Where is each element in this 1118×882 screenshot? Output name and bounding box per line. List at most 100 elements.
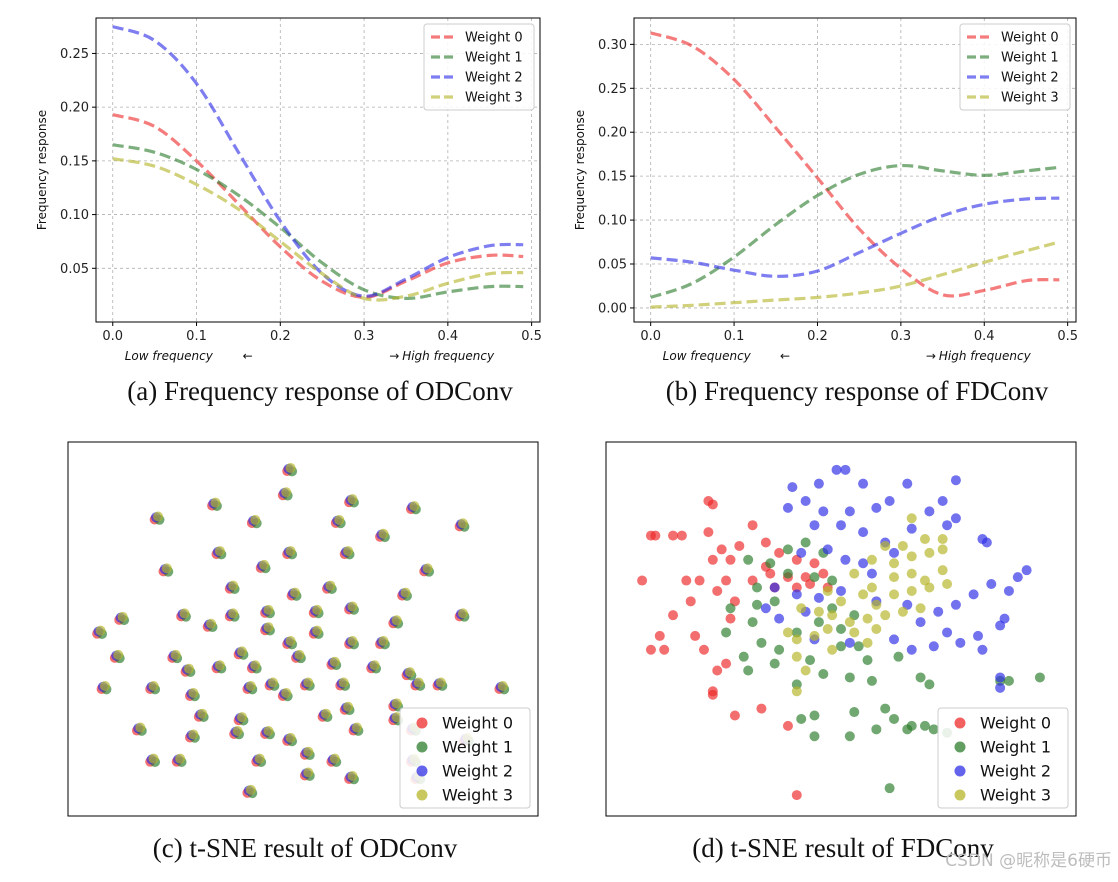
point-weight-1 bbox=[906, 720, 917, 731]
point-weight-3 bbox=[836, 596, 846, 607]
point-weight-3 bbox=[338, 677, 349, 688]
watermark: CSDN @昵称是6硬币 bbox=[945, 851, 1112, 871]
point-cluster bbox=[242, 784, 258, 799]
point-weight-0 bbox=[734, 540, 745, 551]
point-weight-3 bbox=[458, 608, 469, 619]
point-weight-2 bbox=[844, 506, 855, 517]
point-cluster bbox=[494, 681, 510, 695]
point-weight-3 bbox=[347, 601, 358, 612]
point-weight-3 bbox=[210, 497, 221, 508]
point-weight-2 bbox=[1003, 585, 1014, 596]
point-weight-0 bbox=[791, 790, 802, 801]
point-cluster bbox=[410, 677, 426, 691]
point-cluster bbox=[180, 663, 196, 678]
point-weight-2 bbox=[840, 464, 851, 475]
point-weight-2 bbox=[818, 506, 829, 517]
low-frequency-text: Low frequency bbox=[663, 349, 752, 363]
point-weight-1 bbox=[743, 665, 754, 676]
y-tick-label: 0.10 bbox=[598, 214, 627, 229]
point-weight-1 bbox=[827, 603, 838, 614]
point-cluster bbox=[344, 494, 359, 508]
y-tick-label: 0.10 bbox=[60, 208, 89, 223]
point-weight-1 bbox=[844, 731, 855, 742]
point-weight-0 bbox=[725, 554, 736, 565]
point-weight-3 bbox=[942, 579, 953, 590]
point-weight-3 bbox=[791, 686, 802, 697]
point-cluster bbox=[401, 667, 417, 681]
point-weight-0 bbox=[690, 630, 701, 641]
panel-caption: (a) Frequency response of ODConv bbox=[127, 376, 513, 406]
point-weight-3 bbox=[228, 580, 239, 591]
legend-label-weight-2: Weight 2 bbox=[980, 762, 1051, 781]
point-weight-3 bbox=[866, 582, 877, 593]
point-weight-3 bbox=[285, 546, 296, 557]
point-weight-1 bbox=[805, 655, 816, 666]
high-frequency-note: → High frequency bbox=[389, 349, 495, 363]
x-tick-label: 0.3 bbox=[891, 329, 912, 344]
left-arrow-icon: ← bbox=[243, 349, 253, 363]
point-weight-1 bbox=[836, 624, 846, 634]
point-weight-3 bbox=[170, 649, 181, 660]
point-weight-0 bbox=[725, 613, 736, 624]
point-weight-1 bbox=[866, 675, 877, 686]
panel-caption: (d) t-SNE result of FDConv bbox=[692, 833, 994, 863]
point-weight-3 bbox=[259, 559, 270, 570]
point-weight-1 bbox=[813, 617, 824, 628]
point-weight-3 bbox=[889, 558, 900, 569]
point-weight-2 bbox=[760, 603, 771, 614]
right-arrow-icon: → bbox=[926, 349, 936, 363]
point-weight-1 bbox=[782, 568, 793, 579]
point-weight-0 bbox=[694, 575, 705, 586]
point-weight-0 bbox=[668, 610, 679, 621]
point-cluster bbox=[260, 622, 275, 636]
point-weight-0 bbox=[818, 568, 829, 579]
point-weight-1 bbox=[796, 713, 807, 724]
high-frequency-note: → High frequency bbox=[926, 349, 1032, 363]
point-weight-1 bbox=[756, 637, 767, 648]
point-cluster bbox=[171, 753, 187, 767]
point-weight-0 bbox=[637, 575, 648, 586]
point-cluster bbox=[246, 514, 262, 529]
point-weight-0 bbox=[729, 710, 740, 721]
point-weight-3 bbox=[281, 687, 292, 698]
legend-box bbox=[399, 707, 531, 809]
point-weight-3 bbox=[175, 753, 186, 764]
point-cluster bbox=[185, 687, 200, 702]
point-weight-2 bbox=[995, 682, 1006, 693]
point-cluster bbox=[344, 636, 359, 650]
point-weight-3 bbox=[413, 677, 424, 688]
point-weight-1 bbox=[738, 651, 749, 662]
point-cluster bbox=[348, 722, 364, 736]
point-weight-3 bbox=[844, 617, 855, 628]
point-cluster bbox=[308, 604, 324, 619]
point-cluster bbox=[317, 708, 333, 722]
point-weight-3 bbox=[95, 625, 106, 636]
point-cluster bbox=[282, 636, 298, 650]
point-cluster bbox=[326, 656, 342, 671]
low-frequency-note: Low frequency ← bbox=[125, 349, 253, 363]
point-cluster bbox=[282, 732, 298, 747]
point-weight-0 bbox=[645, 644, 656, 655]
point-weight-3 bbox=[906, 551, 917, 562]
legend-marker-weight-3 bbox=[954, 789, 966, 801]
point-weight-3 bbox=[281, 487, 292, 498]
legend-label-weight-2: Weight 2 bbox=[465, 71, 523, 86]
point-weight-1 bbox=[747, 617, 758, 628]
point-weight-3 bbox=[294, 649, 305, 660]
point-weight-3 bbox=[791, 634, 802, 645]
point-weight-3 bbox=[100, 681, 110, 692]
point-weight-2 bbox=[858, 558, 869, 569]
point-weight-0 bbox=[654, 630, 665, 641]
point-weight-3 bbox=[206, 618, 217, 629]
point-cluster bbox=[92, 625, 107, 639]
point-weight-1 bbox=[818, 668, 829, 679]
point-cluster bbox=[131, 722, 147, 736]
legend-label-weight-1: Weight 1 bbox=[1001, 51, 1059, 66]
point-weight-1 bbox=[844, 672, 855, 683]
point-cluster bbox=[202, 618, 218, 633]
point-cluster bbox=[224, 580, 240, 594]
point-cluster bbox=[322, 580, 337, 594]
point-weight-3 bbox=[303, 677, 314, 688]
point-weight-0 bbox=[809, 558, 820, 569]
